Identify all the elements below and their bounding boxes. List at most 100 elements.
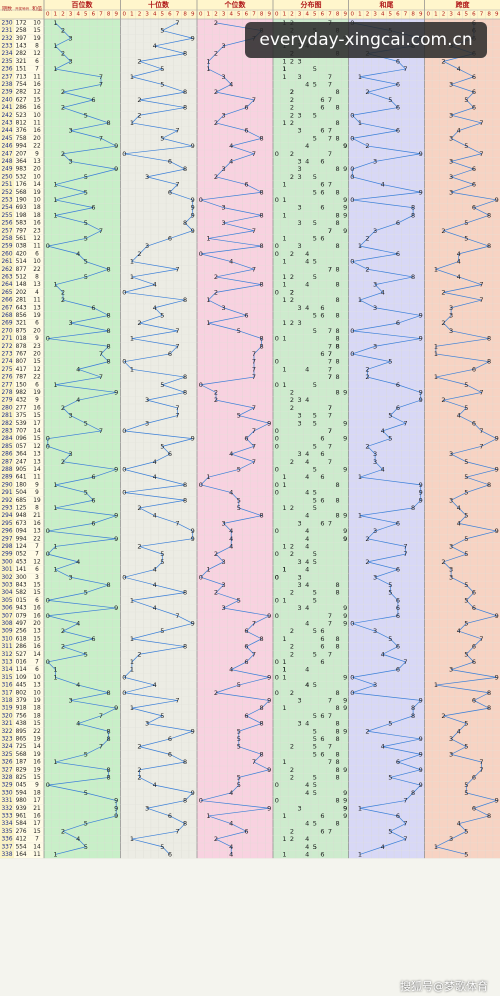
issue: 233 <box>1 43 12 49</box>
distribution-digit: 8 <box>336 496 340 504</box>
trend-digit: 0 <box>46 550 50 558</box>
issue: 264 <box>1 282 12 288</box>
draw-digit: 0 <box>19 290 23 296</box>
sum: 19 <box>33 190 41 196</box>
draw-digit: 5 <box>19 552 23 558</box>
issue: 280 <box>1 405 12 411</box>
trend-digit: 5 <box>464 142 468 150</box>
trend-digit: 4 <box>457 412 461 420</box>
trend-digit: 7 <box>252 373 256 381</box>
distribution-digit: 8 <box>336 265 340 273</box>
distribution-digit: 6 <box>320 496 324 504</box>
draw-digit: 8 <box>23 282 27 288</box>
draw-digit: 8 <box>19 482 23 488</box>
trend-digit: 9 <box>419 496 423 504</box>
trend-digit: 9 <box>114 797 118 805</box>
distribution-digit: 4 <box>305 157 309 165</box>
digit-header: 2 <box>214 12 218 18</box>
draw-digit: 0 <box>19 428 23 434</box>
column-title: 和尾 <box>379 0 394 9</box>
distribution-digit: 2 <box>290 57 294 65</box>
draw-digit: 5 <box>19 136 23 142</box>
draw-digit: 9 <box>19 790 23 796</box>
sum: 16 <box>33 221 41 227</box>
draw-digit: 4 <box>19 305 23 311</box>
trend-digit: 7 <box>99 350 103 358</box>
sum: 9 <box>35 336 39 342</box>
draw-digit: 9 <box>19 621 23 627</box>
sum: 11 <box>33 120 41 126</box>
trend-digit: 3 <box>69 573 73 581</box>
distribution-digit: 1 <box>282 666 286 674</box>
draw-digit: 2 <box>23 552 27 558</box>
distribution-digit: 7 <box>328 412 332 420</box>
issue: 307 <box>1 613 12 619</box>
distribution-digit: 3 <box>298 558 302 566</box>
trend-digit: 8 <box>260 342 264 350</box>
issue: 321 <box>1 721 12 727</box>
trend-digit: 0 <box>122 465 126 473</box>
trend-digit: 6 <box>244 643 248 651</box>
draw-digit: 8 <box>19 221 23 227</box>
distribution-digit: 0 <box>275 242 279 250</box>
issue: 261 <box>1 259 12 265</box>
trend-digit: 8 <box>183 388 187 396</box>
digit-header: 3 <box>298 12 302 18</box>
distribution-digit: 7 <box>328 696 332 704</box>
distribution-digit: 7 <box>328 612 332 620</box>
distribution-digit: 4 <box>305 581 309 589</box>
trend-digit: 7 <box>175 404 179 412</box>
draw-digit: 7 <box>16 82 20 88</box>
draw-digit: 0 <box>19 467 23 473</box>
trend-digit: 8 <box>487 335 491 343</box>
sum: 13 <box>33 282 41 288</box>
trend-digit: 2 <box>214 273 218 281</box>
sum: 23 <box>33 344 41 350</box>
sum: 20 <box>33 136 41 142</box>
trend-digit: 1 <box>130 73 134 81</box>
distribution-digit: 4 <box>305 781 309 789</box>
trend-digit: 6 <box>472 104 476 112</box>
sum: 19 <box>33 736 41 742</box>
draw-digit: 9 <box>19 536 23 542</box>
sum: 10 <box>33 113 41 119</box>
trend-digit: 8 <box>260 335 264 343</box>
issue: 305 <box>1 598 12 604</box>
issue: 259 <box>1 244 12 250</box>
trend-digit: 0 <box>122 689 126 697</box>
trend-digit: 9 <box>419 696 423 704</box>
trend-digit: 3 <box>373 527 377 535</box>
trend-digit: 3 <box>449 173 453 181</box>
trend-digit: 1 <box>358 119 362 127</box>
trend-digit: 7 <box>175 19 179 27</box>
issue: 326 <box>1 760 12 766</box>
draw-digit: 8 <box>19 644 23 650</box>
trend-digit: 7 <box>252 458 256 466</box>
distribution-digit: 4 <box>305 527 309 535</box>
draw-digit: 1 <box>16 667 20 673</box>
trend-digit: 6 <box>472 419 476 427</box>
draw-digit: 5 <box>19 67 23 73</box>
sum: 15 <box>33 636 41 642</box>
trend-digit: 4 <box>76 558 80 566</box>
distribution-digit: 8 <box>336 119 340 127</box>
trend-digit: 2 <box>365 234 369 242</box>
trend-digit: 4 <box>457 258 461 266</box>
issue-col-bg <box>0 0 14 859</box>
trend-digit: 4 <box>229 850 233 858</box>
distribution-digit: 6 <box>320 157 324 165</box>
digit-header: 3 <box>222 12 226 18</box>
draw-digit: 9 <box>19 213 23 219</box>
distribution-digit: 5 <box>313 727 317 735</box>
issue: 294 <box>1 513 12 519</box>
distribution-digit: 7 <box>328 743 332 751</box>
trend-digit: 6 <box>396 643 400 651</box>
distribution-digit: 0 <box>275 442 279 450</box>
distribution-digit: 8 <box>336 758 340 766</box>
trend-digit: 5 <box>237 773 241 781</box>
draw-digit: 2 <box>16 459 20 465</box>
sum: 6 <box>35 59 39 65</box>
digit-header: 7 <box>404 12 408 18</box>
draw-digit: 8 <box>19 590 23 596</box>
trend-digit: 2 <box>61 643 65 651</box>
